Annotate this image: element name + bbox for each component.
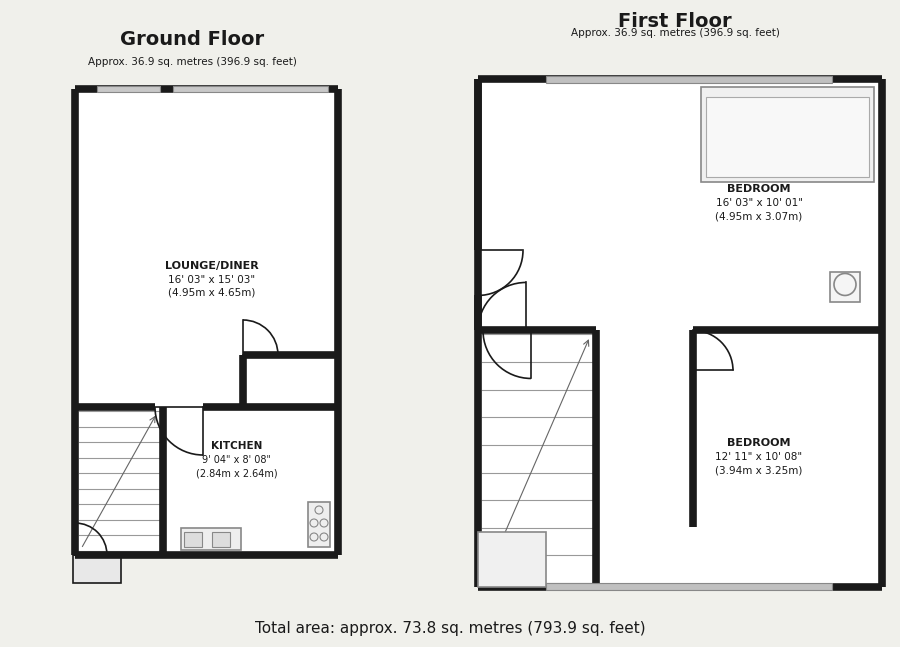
Text: 9' 04" x 8' 08": 9' 04" x 8' 08" xyxy=(202,455,271,465)
Bar xyxy=(830,272,860,302)
Text: (3.94m x 3.25m): (3.94m x 3.25m) xyxy=(716,466,803,476)
Bar xyxy=(212,532,230,547)
Text: (4.95m x 4.65m): (4.95m x 4.65m) xyxy=(168,287,256,297)
Bar xyxy=(75,89,338,555)
Bar xyxy=(478,532,546,587)
Text: KITCHEN: KITCHEN xyxy=(211,441,262,451)
Bar xyxy=(173,86,328,92)
Text: Total area: approx. 73.8 sq. metres (793.9 sq. feet): Total area: approx. 73.8 sq. metres (793… xyxy=(255,622,645,637)
Text: Approx. 36.9 sq. metres (396.9 sq. feet): Approx. 36.9 sq. metres (396.9 sq. feet) xyxy=(87,57,296,67)
Bar xyxy=(97,86,160,92)
Bar xyxy=(184,532,202,547)
Text: (4.95m x 3.07m): (4.95m x 3.07m) xyxy=(716,212,803,222)
Bar xyxy=(546,583,832,590)
Bar xyxy=(546,76,832,83)
Bar xyxy=(308,502,330,547)
Text: Ground Floor: Ground Floor xyxy=(120,30,264,49)
Text: 12' 11" x 10' 08": 12' 11" x 10' 08" xyxy=(716,452,803,462)
Bar xyxy=(478,79,882,587)
Bar xyxy=(706,97,869,177)
Bar xyxy=(181,528,241,550)
Bar xyxy=(73,555,121,583)
Text: 16' 03" x 15' 03": 16' 03" x 15' 03" xyxy=(168,275,256,285)
Text: BEDROOM: BEDROOM xyxy=(727,438,791,448)
Text: (2.84m x 2.64m): (2.84m x 2.64m) xyxy=(195,468,277,478)
Text: 16' 03" x 10' 01": 16' 03" x 10' 01" xyxy=(716,198,803,208)
Text: LOUNGE/DINER: LOUNGE/DINER xyxy=(165,261,258,271)
Text: First Floor: First Floor xyxy=(618,12,732,31)
Bar xyxy=(701,87,874,182)
Text: Approx. 36.9 sq. metres (396.9 sq. feet): Approx. 36.9 sq. metres (396.9 sq. feet) xyxy=(571,28,779,38)
Text: BEDROOM: BEDROOM xyxy=(727,184,791,193)
